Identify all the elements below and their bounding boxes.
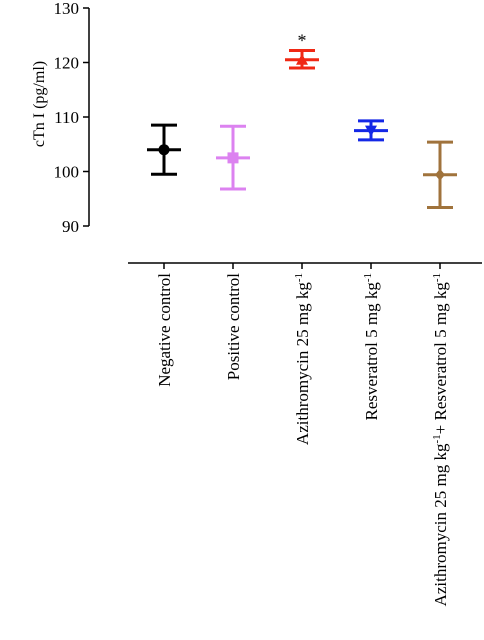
x-tick-label: Negative control xyxy=(155,273,174,387)
data-point-group: * xyxy=(285,31,319,70)
x-tick-label: Positive control xyxy=(224,273,243,380)
y-axis-label: cTn I (pg/ml) xyxy=(31,61,48,147)
y-axis: 90 100 110 120 130 xyxy=(54,0,90,236)
x-axis: Negative control Positive control Azithrom… xyxy=(128,262,482,606)
significance-annotation: * xyxy=(298,31,307,51)
x-tick-label: Resveratrol 5 mg kg-1 xyxy=(362,273,381,421)
data-point xyxy=(227,152,239,164)
data-point xyxy=(158,144,170,156)
data-point-group xyxy=(423,140,457,209)
data-point xyxy=(296,53,308,65)
data-point xyxy=(365,125,377,137)
y-tick-label: 100 xyxy=(54,163,80,182)
data-point-group xyxy=(354,119,388,142)
plot-area: * xyxy=(147,31,457,209)
y-tick-label: 120 xyxy=(54,54,80,73)
x-tick-label: Azithromycin 25 mg kg-1 xyxy=(293,273,312,445)
data-point-group xyxy=(147,123,181,176)
y-tick-label: 130 xyxy=(54,0,80,18)
data-point xyxy=(435,168,445,181)
y-tick-label: 90 xyxy=(62,217,79,236)
x-tick-label: Azithromycin 25 mg kg-1+ Resveratrol 5 m… xyxy=(431,273,450,606)
y-tick-label: 110 xyxy=(54,108,79,127)
data-point-group xyxy=(216,124,250,191)
